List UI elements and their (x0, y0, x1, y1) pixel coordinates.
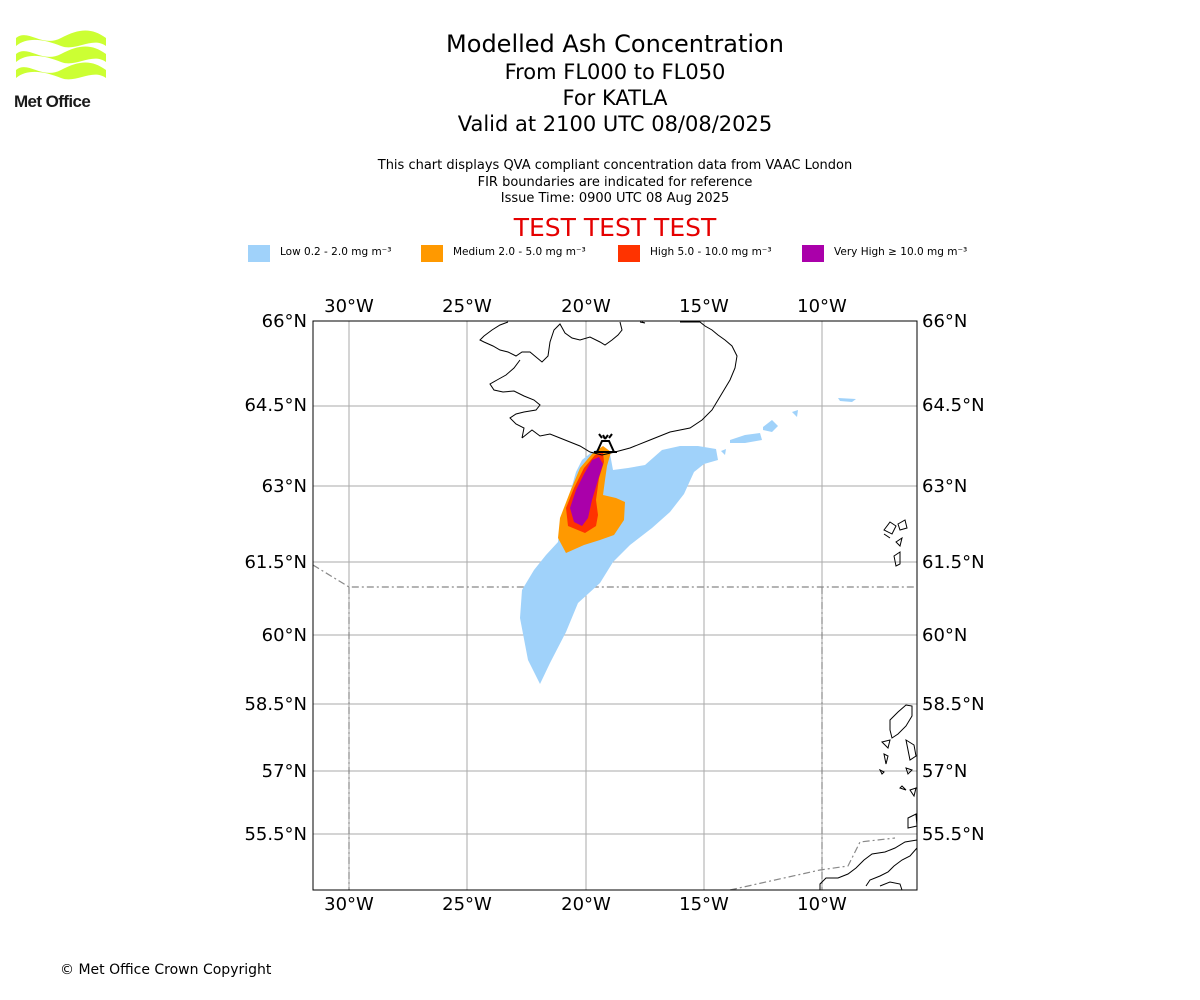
lat-label-right: 63°N (922, 476, 967, 497)
logo-text: Met Office (14, 92, 91, 111)
map-frame (312, 320, 918, 891)
lat-label-left: 64.5°N (244, 395, 307, 416)
lon-label-top: 30°W (324, 296, 374, 317)
coastline-faroes (883, 519, 908, 567)
title-line-1: Modelled Ash Concentration (446, 30, 784, 58)
lat-label-left: 60°N (262, 625, 307, 646)
legend-label-very-high: Very High ≥ 10.0 mg m⁻³ (834, 246, 968, 258)
lat-label-right: 58.5°N (922, 694, 985, 715)
ash-low-patch-3 (792, 410, 798, 417)
lon-labels-top: 30°W 25°W 20°W 15°W 10°W (324, 296, 847, 317)
ash-low-main (520, 446, 718, 684)
ash-very-high (570, 457, 603, 526)
lon-label-bottom: 10°W (797, 894, 847, 915)
lon-label-bottom: 15°W (679, 894, 729, 915)
lat-label-left: 61.5°N (244, 552, 307, 573)
lon-label-top: 20°W (561, 296, 611, 317)
legend-swatch-medium (421, 245, 443, 262)
lon-labels-bottom: 30°W 25°W 20°W 15°W 10°W (324, 894, 847, 915)
coastline-scotland-hebrides (878, 704, 917, 829)
lon-label-top: 25°W (442, 296, 492, 317)
test-banner: TEST TEST TEST (513, 213, 717, 242)
lon-label-bottom: 20°W (561, 894, 611, 915)
description-line-2: FIR boundaries are indicated for referen… (477, 174, 753, 190)
lat-label-right: 66°N (922, 311, 967, 332)
chart-titles: Modelled Ash Concentration From FL000 to… (315, 30, 915, 137)
chart-description: This chart displays QVA compliant concen… (315, 158, 915, 208)
fir-boundary-south (729, 837, 896, 890)
lon-label-bottom: 30°W (324, 894, 374, 915)
coastlines (479, 321, 917, 890)
description-line-3: Issue Time: 0900 UTC 08 Aug 2025 (500, 191, 730, 206)
legend-label-medium: Medium 2.0 - 5.0 mg m⁻³ (453, 246, 586, 258)
lat-label-left: 66°N (262, 311, 307, 332)
lat-label-left: 57°N (262, 761, 307, 782)
ash-low-patch-4 (838, 398, 856, 402)
lat-label-left: 55.5°N (244, 824, 307, 845)
legend-label-low: Low 0.2 - 2.0 mg m⁻³ (280, 246, 392, 258)
lon-label-top: 10°W (797, 296, 847, 317)
lat-label-right: 57°N (922, 761, 967, 782)
coastline-iceland (479, 321, 738, 456)
lat-labels-right: 66°N 64.5°N 63°N 61.5°N 60°N 58.5°N 57°N… (922, 311, 985, 845)
met-office-wave-icon (16, 30, 106, 80)
map-gridlines (313, 321, 917, 890)
lat-labels-left: 66°N 64.5°N 63°N 61.5°N 60°N 58.5°N 57°N… (244, 311, 307, 845)
fir-boundaries (313, 564, 917, 890)
lat-label-right: 60°N (922, 625, 967, 646)
lon-label-top: 15°W (679, 296, 729, 317)
ash-low-patch-2 (763, 420, 778, 432)
description-line-1: This chart displays QVA compliant concen… (377, 158, 853, 173)
volcano-icon (594, 433, 617, 453)
lat-label-right: 64.5°N (922, 395, 985, 416)
title-line-4: Valid at 2100 UTC 08/08/2025 (457, 112, 773, 136)
lon-label-bottom: 25°W (442, 894, 492, 915)
legend-swatch-very-high (802, 245, 824, 262)
lat-label-right: 55.5°N (922, 824, 985, 845)
lat-label-left: 58.5°N (244, 694, 307, 715)
title-line-3: For KATLA (562, 86, 668, 110)
legend-swatch-high (618, 245, 640, 262)
coastline-ireland (819, 839, 917, 890)
lat-label-right: 61.5°N (922, 552, 985, 573)
ash-low-patch-1 (730, 433, 762, 443)
lat-label-left: 63°N (262, 476, 307, 497)
title-line-2: From FL000 to FL050 (504, 60, 726, 84)
copyright-notice: © Met Office Crown Copyright (60, 962, 272, 978)
legend-label-high: High 5.0 - 10.0 mg m⁻³ (650, 246, 772, 258)
legend-swatch-low (248, 245, 270, 262)
met-office-logo: Met Office (14, 30, 108, 114)
ash-low-patch-5 (721, 449, 726, 455)
fir-boundary-north (313, 564, 917, 588)
